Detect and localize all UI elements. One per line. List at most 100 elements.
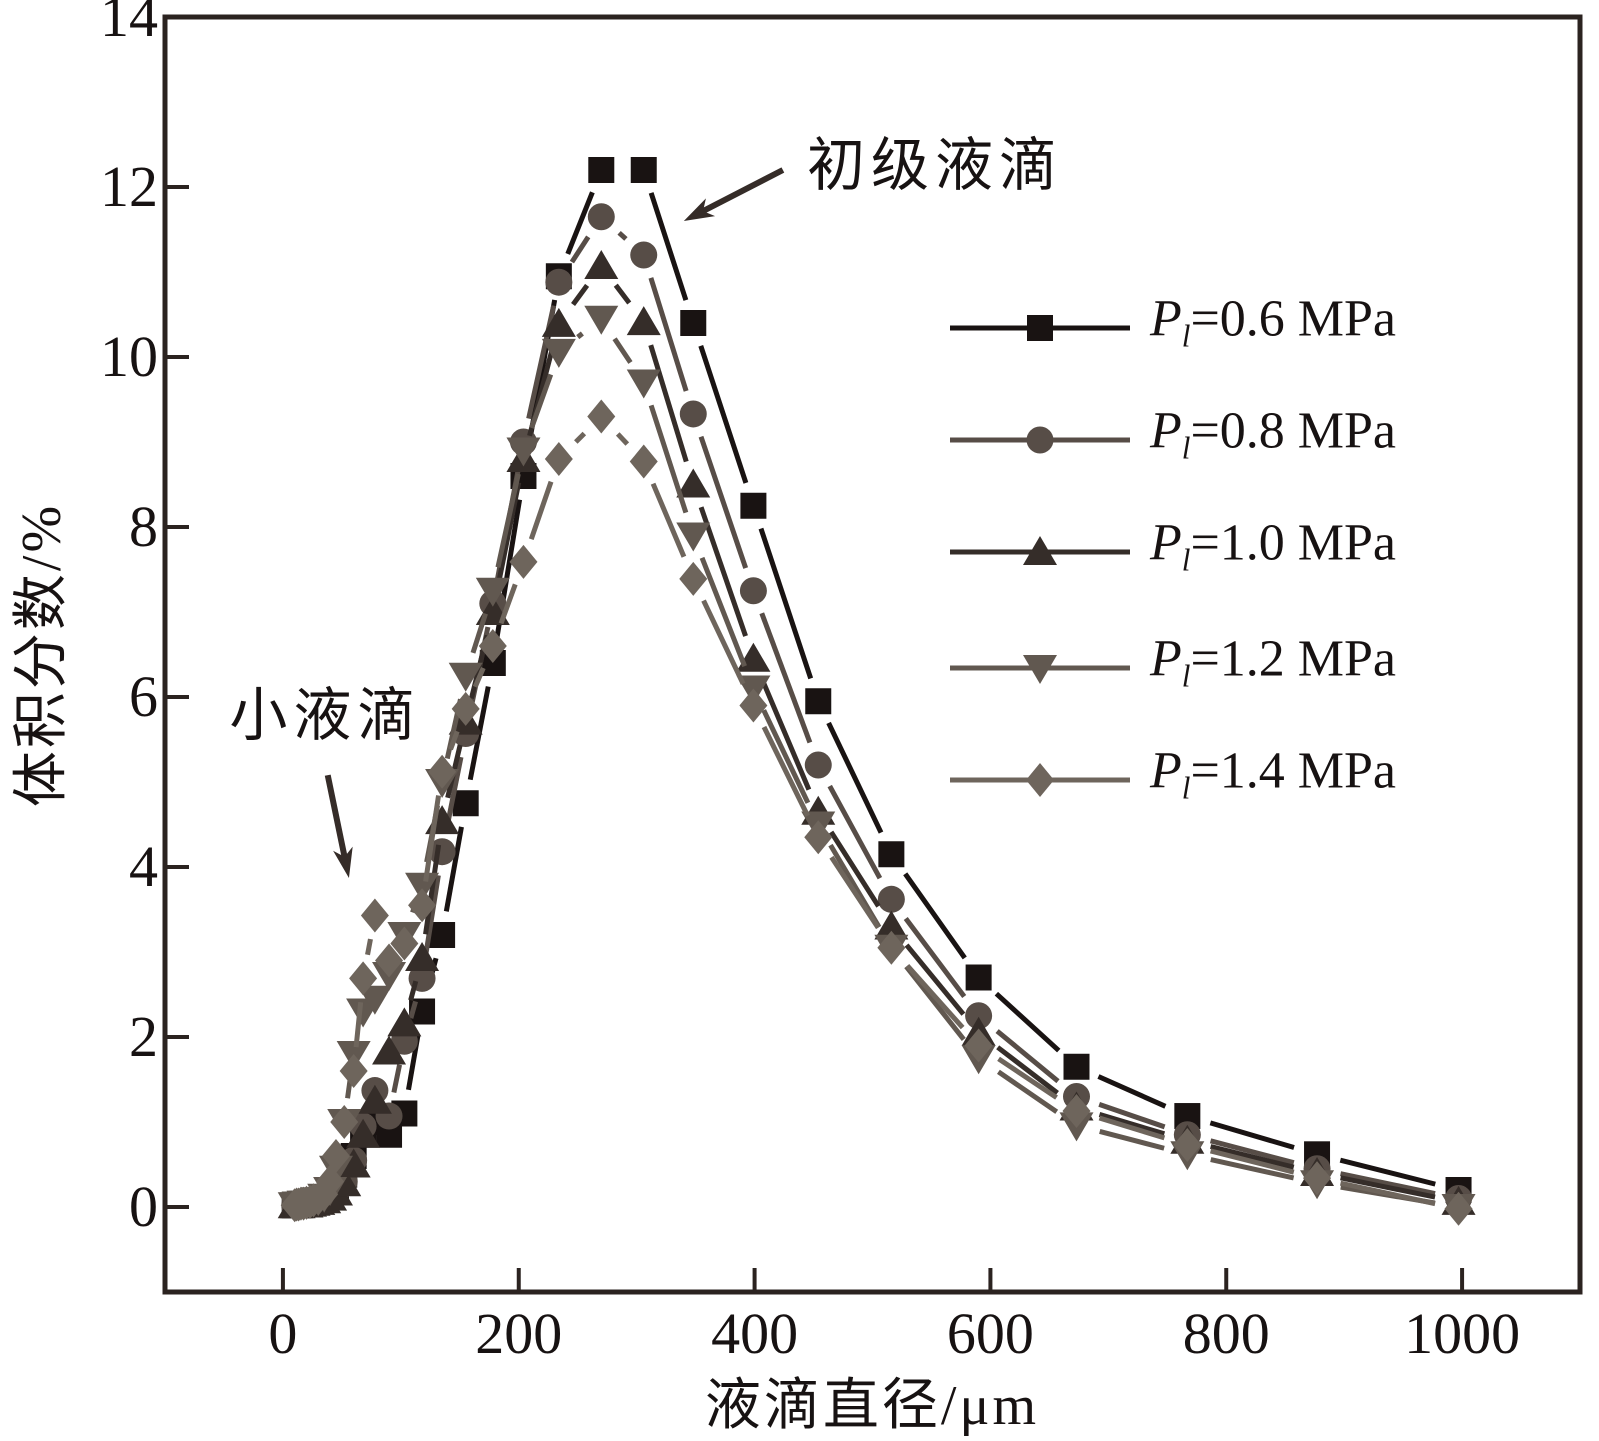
- series-4-diamond-marker: [408, 888, 437, 923]
- series-4-diamond-marker: [964, 1028, 993, 1063]
- series-3-triangle-down-marker: [584, 305, 619, 335]
- series-line-4: [365, 938, 373, 956]
- series-4-diamond-marker: [587, 399, 616, 434]
- series-2-triangle-up-marker: [584, 250, 619, 280]
- legend-label-0.8mpa: Pl=0.8 MPa: [1150, 402, 1396, 466]
- series-2-triangle-up-marker: [336, 1148, 371, 1178]
- series-3-triangle-down-marker: [405, 872, 440, 902]
- series-3-triangle-down-marker: [475, 577, 510, 607]
- series-3-triangle-down-marker: [506, 437, 541, 467]
- series-4-diamond-marker: [1062, 1093, 1091, 1128]
- series-4-diamond-marker: [428, 754, 457, 789]
- series-line-1: [1098, 1101, 1166, 1130]
- x-tick-label: 600: [946, 1301, 1034, 1366]
- legend-label-1.2mpa: Pl=1.2 MPa: [1150, 630, 1396, 694]
- series-2-triangle-up-marker: [626, 306, 661, 336]
- series-4-diamond-marker: [339, 1054, 368, 1088]
- y-tick-label: 14: [100, 0, 158, 49]
- y-tick-label: 12: [100, 154, 158, 219]
- series-0-square-marker: [965, 964, 992, 991]
- series-4-diamond-marker: [1303, 1161, 1332, 1196]
- series-0-square-marker: [452, 790, 479, 817]
- series-line-1: [617, 230, 628, 241]
- legend-label-1.4mpa: Pl=1.4 MPa: [1150, 742, 1396, 806]
- series-line-4: [528, 480, 554, 540]
- y-tick-label: 10: [100, 324, 158, 389]
- series-line-0: [1097, 1074, 1167, 1109]
- series-2-triangle-up-marker: [372, 1035, 407, 1065]
- series-line-4: [498, 583, 518, 625]
- series-line-2: [904, 943, 966, 1016]
- series-line-2: [996, 1045, 1059, 1095]
- series-line-4: [472, 667, 486, 688]
- series-3-triangle-down-marker: [541, 338, 576, 368]
- series-line-4: [423, 795, 442, 882]
- series-2-triangle-up-marker: [405, 941, 440, 971]
- series-line-0: [1339, 1157, 1436, 1187]
- series-2-triangle-up-marker: [676, 468, 711, 498]
- legend-diamond-marker: [1026, 763, 1054, 797]
- series-line-1: [698, 435, 749, 569]
- series-line-1: [903, 917, 967, 999]
- annotation-primary-droplets: 初级液滴: [806, 132, 1063, 198]
- series-line-3: [612, 337, 633, 364]
- series-line-4: [615, 432, 630, 446]
- series-4-diamond-marker: [316, 1164, 345, 1199]
- series-line-0: [903, 872, 967, 960]
- series-3-triangle-down-marker: [357, 985, 392, 1015]
- series-line-0: [648, 192, 689, 301]
- series-line-4: [353, 1001, 364, 1048]
- series-4-diamond-marker: [679, 561, 708, 596]
- series-4-diamond-marker: [509, 544, 538, 579]
- series-4-diamond-marker: [451, 691, 480, 726]
- series-line-0: [758, 527, 814, 680]
- series-line-2: [1098, 1112, 1166, 1137]
- series-1-circle-marker: [804, 751, 832, 779]
- y-tick-label: 8: [129, 494, 158, 559]
- x-tick-label: 0: [268, 1301, 298, 1366]
- x-tick-label: 400: [711, 1301, 799, 1366]
- x-tick-label: 200: [475, 1301, 563, 1366]
- series-4-diamond-marker: [1444, 1191, 1473, 1226]
- series-line-2: [613, 283, 632, 305]
- series-line-4: [650, 482, 687, 558]
- series-line-3: [1210, 1157, 1295, 1181]
- series-4-diamond-marker: [349, 961, 378, 996]
- series-line-2: [760, 679, 812, 791]
- y-tick-label: 2: [129, 1004, 158, 1069]
- series-line-3: [576, 331, 584, 340]
- series-4-diamond-marker: [877, 930, 906, 965]
- series-line-1: [759, 612, 813, 744]
- series-3-triangle-down-marker: [676, 522, 711, 552]
- series-0-square-marker: [1063, 1053, 1090, 1080]
- series-line-4: [905, 963, 965, 1030]
- series-4-diamond-marker: [321, 1139, 350, 1173]
- series-3-triangle-down-marker: [626, 369, 661, 399]
- series-2-triangle-up-marker: [387, 1007, 422, 1037]
- series-0-square-marker: [805, 688, 832, 715]
- series-line-1: [995, 1029, 1060, 1084]
- series-4-diamond-marker: [629, 444, 658, 479]
- series-line-0: [698, 345, 749, 484]
- series-0-square-marker: [588, 157, 615, 183]
- series-line-2: [1210, 1144, 1295, 1170]
- series-line-4: [1209, 1148, 1295, 1175]
- series-0-square-marker: [680, 310, 707, 336]
- series-1-circle-marker: [630, 241, 658, 269]
- series-0-square-marker: [630, 157, 657, 183]
- plot-border: [162, 14, 1583, 1295]
- series-line-0: [443, 826, 464, 912]
- annotation-arrow-line: [324, 774, 348, 859]
- y-tick-label: 4: [129, 834, 158, 899]
- series-4-diamond-marker: [1173, 1127, 1202, 1162]
- series-4-diamond-marker: [544, 442, 573, 476]
- series-line-3: [1099, 1129, 1165, 1151]
- series-0-square-marker: [429, 922, 456, 948]
- series-line-2: [698, 506, 748, 637]
- series-line-1: [648, 277, 689, 392]
- series-line-2: [1340, 1175, 1436, 1200]
- series-4-diamond-marker: [330, 1105, 359, 1139]
- series-1-circle-marker: [545, 268, 573, 296]
- series-4-diamond-marker: [478, 629, 507, 663]
